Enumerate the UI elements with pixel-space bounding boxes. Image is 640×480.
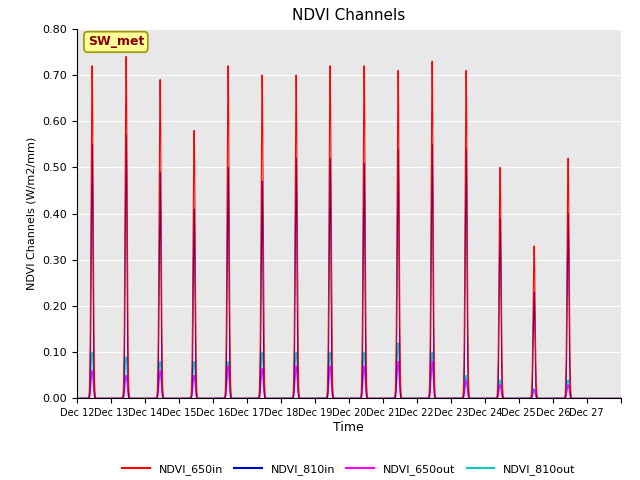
NDVI_650out (570, 396, 578, 401)
NDVI_650out (428, 359, 436, 364)
NDVI_810out (122, 361, 129, 367)
NDVI_810out (394, 340, 402, 346)
NDVI_650out (223, 382, 230, 387)
NDVI_810out (73, 396, 81, 401)
X-axis label: Time: Time (333, 421, 364, 434)
NDVI_810out (260, 385, 268, 391)
NDVI_650in (223, 246, 230, 252)
NDVI_810in (223, 323, 230, 328)
Line: NDVI_650in: NDVI_650in (77, 57, 621, 398)
NDVI_810in (122, 218, 129, 224)
NDVI_810in (534, 396, 541, 401)
NDVI_650out (122, 378, 129, 384)
Y-axis label: NDVI Channels (W/m2/mm): NDVI Channels (W/m2/mm) (27, 137, 36, 290)
NDVI_810out (534, 396, 541, 401)
NDVI_650out (617, 396, 625, 401)
NDVI_810out (570, 396, 578, 401)
Text: SW_met: SW_met (88, 36, 144, 48)
NDVI_650out (604, 396, 611, 401)
NDVI_650in (260, 356, 268, 361)
NDVI_810in (617, 396, 625, 401)
NDVI_650out (260, 392, 268, 397)
Line: NDVI_650out: NDVI_650out (77, 361, 621, 398)
NDVI_810in (494, 393, 502, 398)
Legend: NDVI_650in, NDVI_810in, NDVI_650out, NDVI_810out: NDVI_650in, NDVI_810in, NDVI_650out, NDV… (118, 459, 580, 479)
NDVI_810in (597, 396, 605, 401)
NDVI_650out (494, 395, 502, 400)
NDVI_650in (122, 135, 129, 141)
NDVI_810in (260, 385, 268, 391)
Line: NDVI_810out: NDVI_810out (77, 343, 621, 398)
Line: NDVI_810in: NDVI_810in (77, 135, 621, 398)
NDVI_810out (610, 396, 618, 401)
NDVI_650in (617, 396, 625, 401)
NDVI_650in (604, 396, 611, 401)
NDVI_650out (534, 396, 541, 401)
NDVI_810in (122, 132, 130, 138)
NDVI_810out (617, 396, 625, 401)
NDVI_650in (570, 396, 578, 401)
NDVI_810out (494, 393, 502, 399)
NDVI_650in (73, 396, 81, 401)
NDVI_650in (122, 54, 130, 60)
NDVI_810in (73, 396, 81, 401)
NDVI_650out (73, 396, 81, 401)
NDVI_810in (570, 396, 578, 401)
NDVI_810out (223, 375, 230, 381)
NDVI_650in (534, 395, 541, 400)
Title: NDVI Channels: NDVI Channels (292, 9, 405, 24)
NDVI_650in (494, 382, 502, 388)
